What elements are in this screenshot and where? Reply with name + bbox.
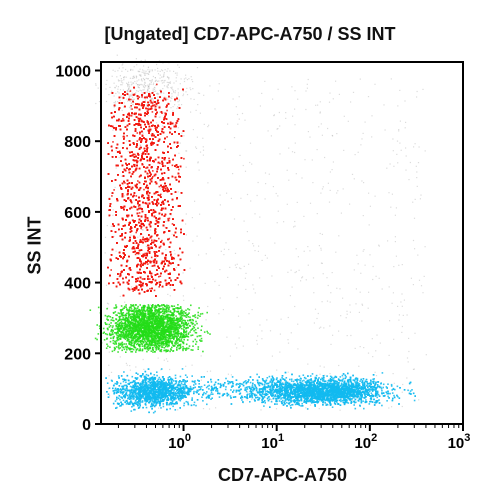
- x-tick-label: 103: [448, 432, 471, 452]
- y-axis: 0 200 400 600 800 1000: [55, 63, 101, 434]
- y-tick-label: 1000: [55, 63, 91, 80]
- x-tick-label: 101: [261, 432, 284, 452]
- y-axis-label: SS INT: [24, 216, 45, 275]
- y-tick-label: 0: [82, 417, 91, 434]
- plot-frame: [100, 61, 464, 425]
- x-tick-label: 102: [354, 432, 377, 452]
- x-axis-label: CD7-APC-A750: [217, 465, 348, 485]
- x-axis: 100 101 102 103: [117, 424, 471, 452]
- x-tick-label: 100: [168, 432, 191, 452]
- y-tick-label: 400: [64, 276, 91, 293]
- chart-title: [Ungated] CD7-APC-A750 / SS INT: [104, 24, 396, 44]
- y-tick-label: 600: [64, 205, 91, 222]
- y-tick-label: 200: [64, 346, 91, 363]
- scatter-points: [89, 54, 427, 414]
- y-tick-label: 800: [64, 134, 91, 151]
